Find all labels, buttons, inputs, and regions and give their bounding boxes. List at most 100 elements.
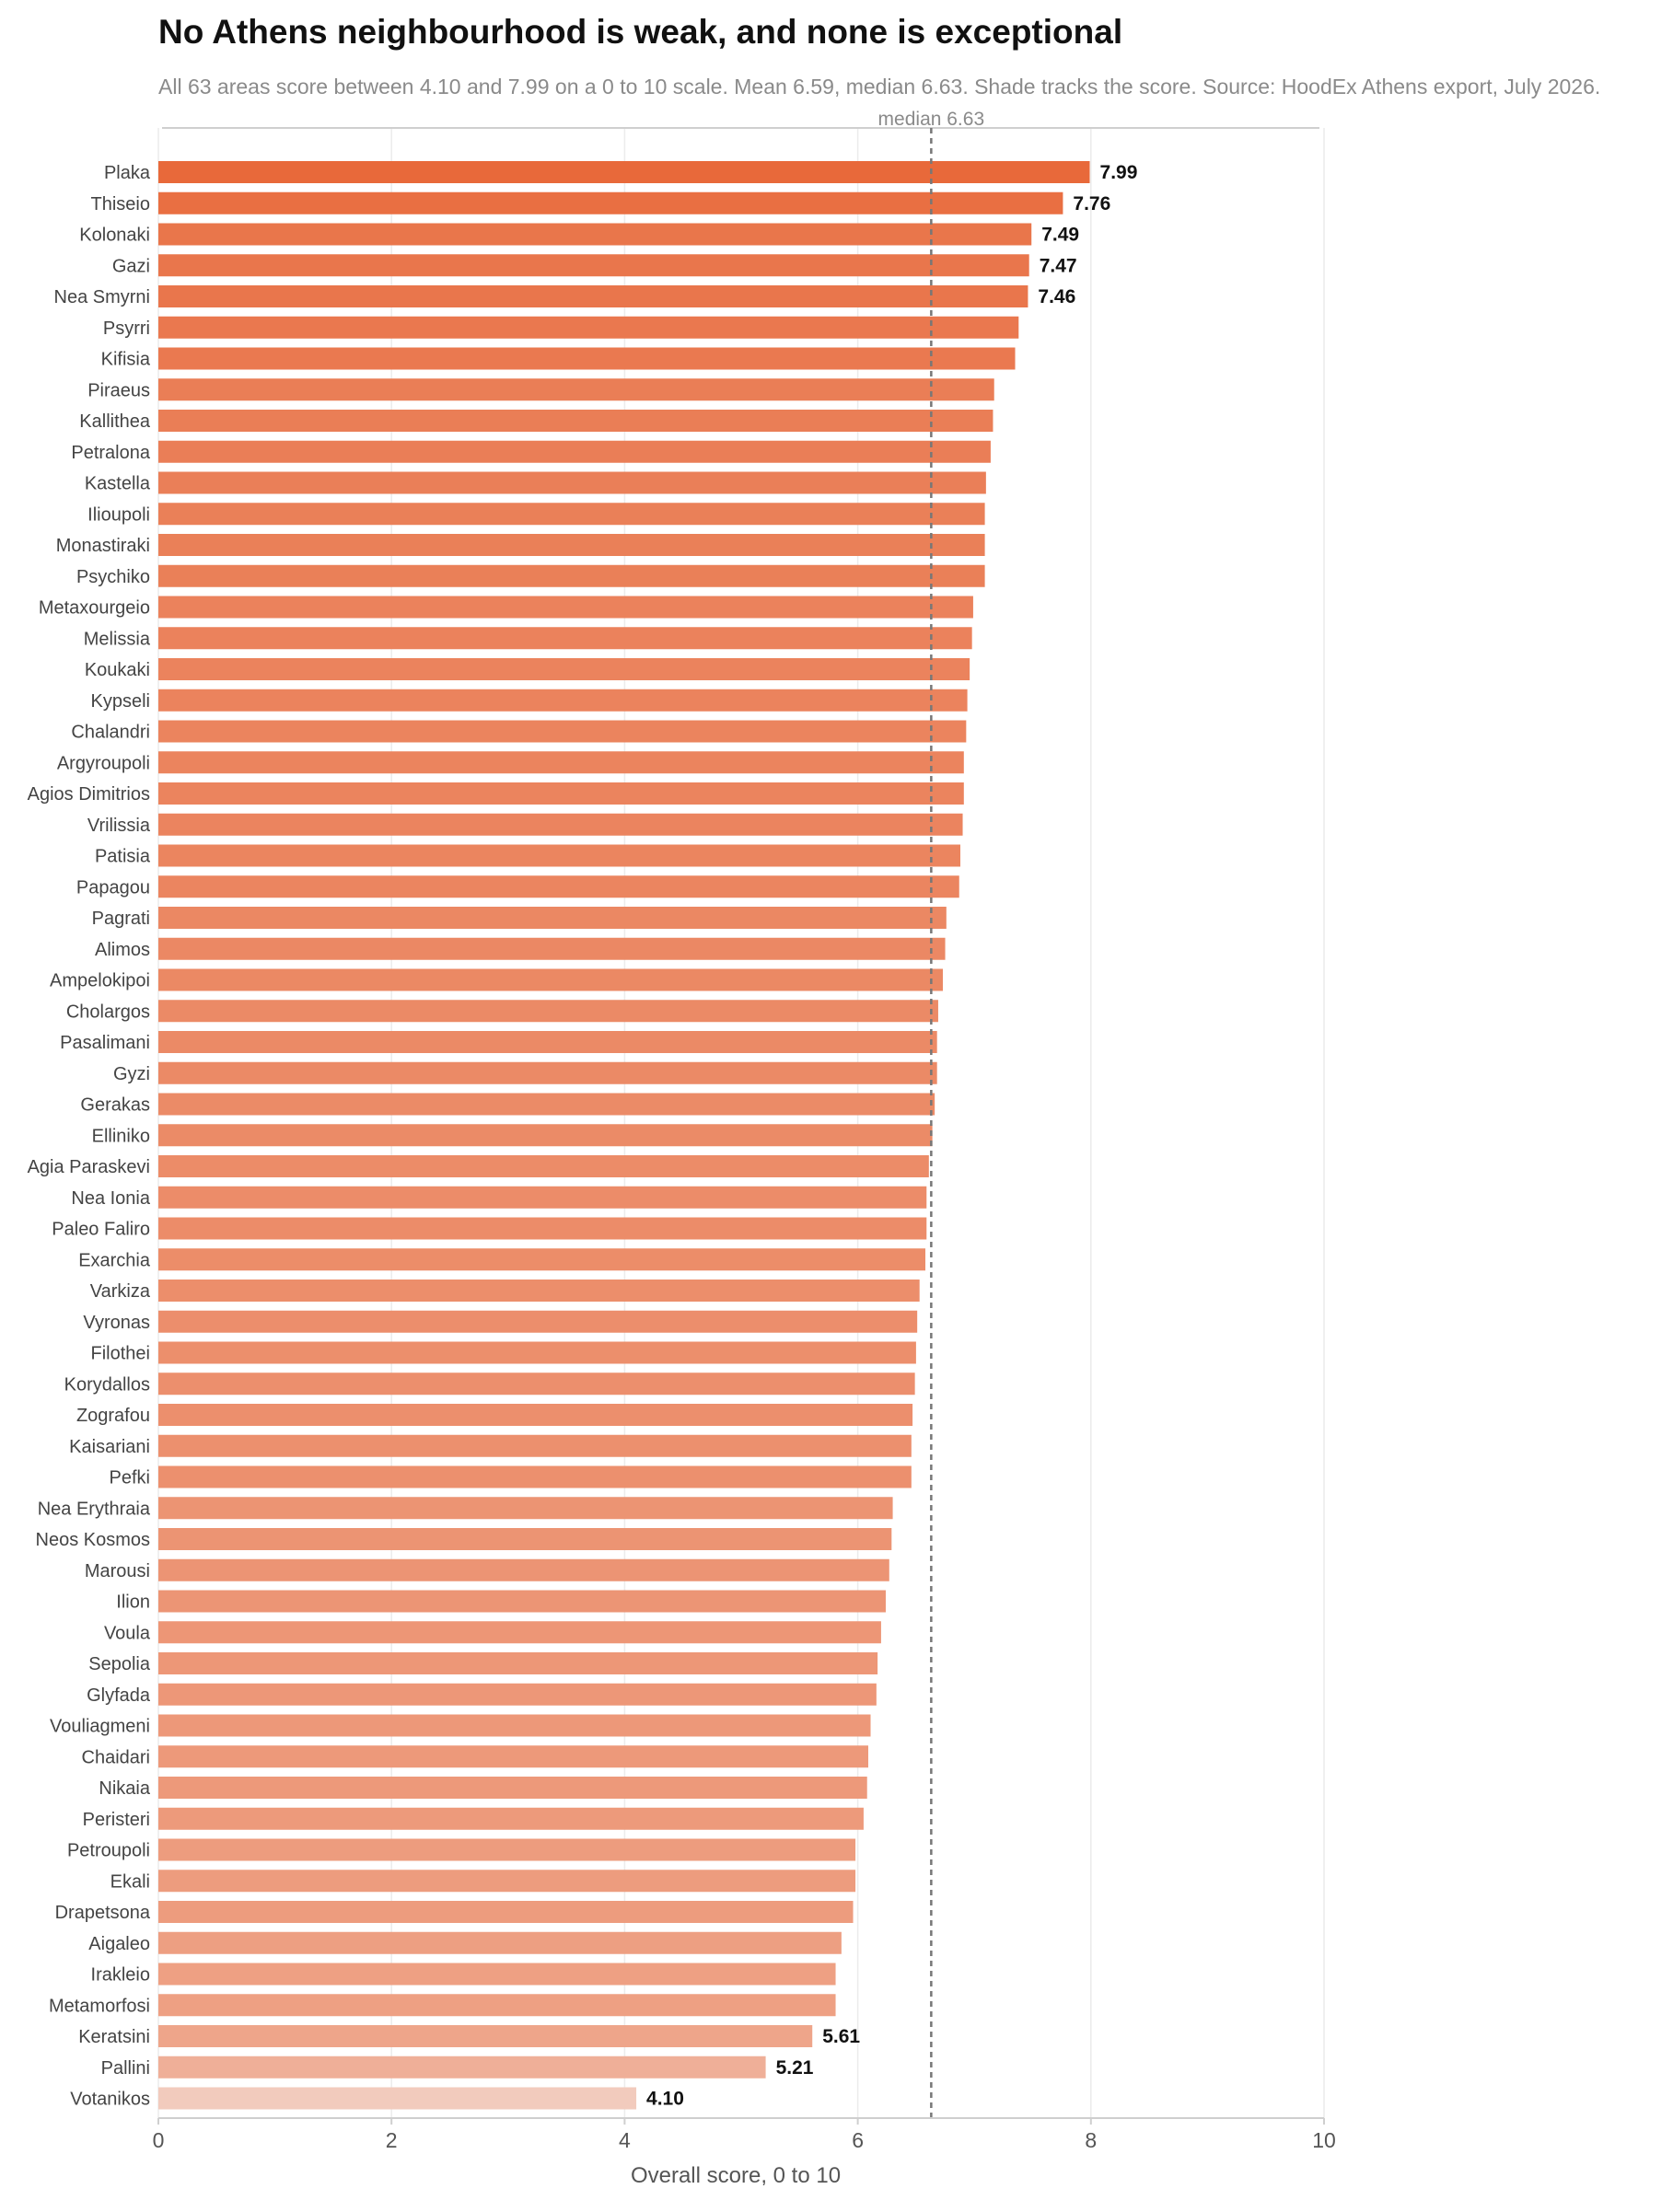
bar	[158, 1931, 842, 1954]
category-label: Melissia	[84, 629, 151, 649]
x-axis-title: Overall score, 0 to 10	[631, 2163, 841, 2188]
category-label: Pasalimani	[60, 1033, 150, 1053]
bar	[158, 1777, 867, 1799]
category-label: Kaisariani	[69, 1437, 150, 1457]
category-label: Patisia	[95, 847, 151, 867]
category-label: Chaidari	[82, 1747, 150, 1767]
bar	[158, 1745, 868, 1768]
category-label: Vyronas	[83, 1313, 150, 1333]
category-label: Pagrati	[92, 909, 150, 929]
bar	[158, 285, 1028, 307]
bar	[158, 1280, 920, 1302]
value-label: 7.49	[1041, 225, 1079, 246]
value-label: 4.10	[646, 2089, 684, 2110]
bar	[158, 1621, 881, 1644]
bar	[158, 1186, 927, 1209]
bar	[158, 471, 986, 494]
bar	[158, 1341, 916, 1364]
category-label: Drapetsona	[55, 1903, 151, 1923]
bar	[158, 689, 968, 712]
category-label: Kastella	[85, 474, 151, 494]
chart-title: No Athens neighbourhood is weak, and non…	[158, 13, 1122, 51]
category-label: Ampelokipoi	[50, 971, 150, 991]
bar	[158, 1683, 877, 1706]
x-axis: 0 2 4 6 8 10	[153, 2117, 1336, 2152]
category-label: Nea Erythraia	[38, 1499, 151, 1519]
bar	[158, 347, 1016, 370]
bar	[158, 410, 993, 432]
bar	[158, 1155, 929, 1177]
bar	[158, 1528, 892, 1550]
category-label: Aigaleo	[88, 1934, 150, 1954]
bar	[158, 223, 1032, 246]
category-label: Argyroupoli	[57, 753, 150, 773]
bar	[158, 1093, 935, 1116]
bar	[158, 1031, 937, 1053]
category-label: Votanikos	[70, 2090, 150, 2110]
category-label: Voula	[104, 1623, 151, 1643]
category-label: Zografou	[76, 1406, 150, 1426]
bar	[158, 751, 964, 774]
bar	[158, 378, 994, 401]
bar	[158, 1901, 854, 1923]
value-label: 7.99	[1100, 162, 1138, 183]
bar	[158, 1558, 889, 1581]
category-label: Sepolia	[88, 1654, 151, 1674]
category-label: Peristeri	[83, 1810, 150, 1830]
category-label: Varkiza	[90, 1281, 151, 1302]
bar	[158, 191, 1063, 214]
value-label: 7.46	[1038, 286, 1075, 307]
bar	[158, 534, 985, 556]
bars	[158, 161, 1090, 2110]
bar	[158, 503, 985, 526]
category-label: Cholargos	[66, 1002, 150, 1022]
category-label: Koukaki	[85, 660, 150, 680]
value-label: 5.61	[822, 2026, 860, 2047]
tick-label: 8	[1085, 2128, 1097, 2152]
category-label: Pefki	[110, 1468, 150, 1488]
category-label: Petroupoli	[67, 1841, 150, 1861]
category-label: Piraeus	[87, 380, 150, 400]
value-label: 5.21	[776, 2057, 814, 2079]
median-marker: median 6.63	[878, 109, 985, 2118]
bar	[158, 844, 961, 867]
bar	[158, 1217, 927, 1240]
bar	[158, 658, 970, 680]
bar	[158, 1652, 878, 1674]
bar	[158, 1994, 836, 2017]
category-label: Korydallos	[64, 1374, 150, 1395]
category-label: Gerakas	[80, 1095, 150, 1116]
bar	[158, 596, 973, 619]
category-label: Exarchia	[78, 1250, 151, 1270]
category-label: Vrilissia	[87, 816, 151, 836]
bar	[158, 1248, 926, 1271]
bar	[158, 1310, 918, 1333]
bar	[158, 2025, 813, 2047]
category-label: Thiseio	[91, 194, 150, 214]
bar	[158, 1061, 937, 1084]
bar	[158, 1838, 856, 1861]
bar	[158, 254, 1029, 277]
category-label: Metamorfosi	[49, 1996, 150, 2016]
category-label: Kypseli	[91, 691, 150, 712]
category-label: Vouliagmeni	[50, 1717, 150, 1737]
bar	[158, 720, 967, 743]
category-label: Pallini	[101, 2058, 150, 2079]
category-label: Gyzi	[113, 1064, 150, 1084]
category-label: Kifisia	[101, 350, 151, 370]
category-label: Agia Paraskevi	[28, 1157, 150, 1177]
category-label: Nikaia	[99, 1778, 150, 1799]
category-label: Chalandri	[71, 723, 150, 743]
bar	[158, 627, 972, 650]
tick-label: 2	[386, 2128, 398, 2152]
category-label: Paleo Faliro	[52, 1220, 150, 1240]
category-label: Keratsini	[78, 2027, 150, 2047]
value-label: 7.76	[1073, 193, 1110, 214]
bar	[158, 1963, 836, 1986]
median-label: median 6.63	[878, 109, 985, 130]
category-label: Alimos	[95, 940, 150, 960]
bar	[158, 1372, 915, 1396]
bar	[158, 937, 946, 960]
